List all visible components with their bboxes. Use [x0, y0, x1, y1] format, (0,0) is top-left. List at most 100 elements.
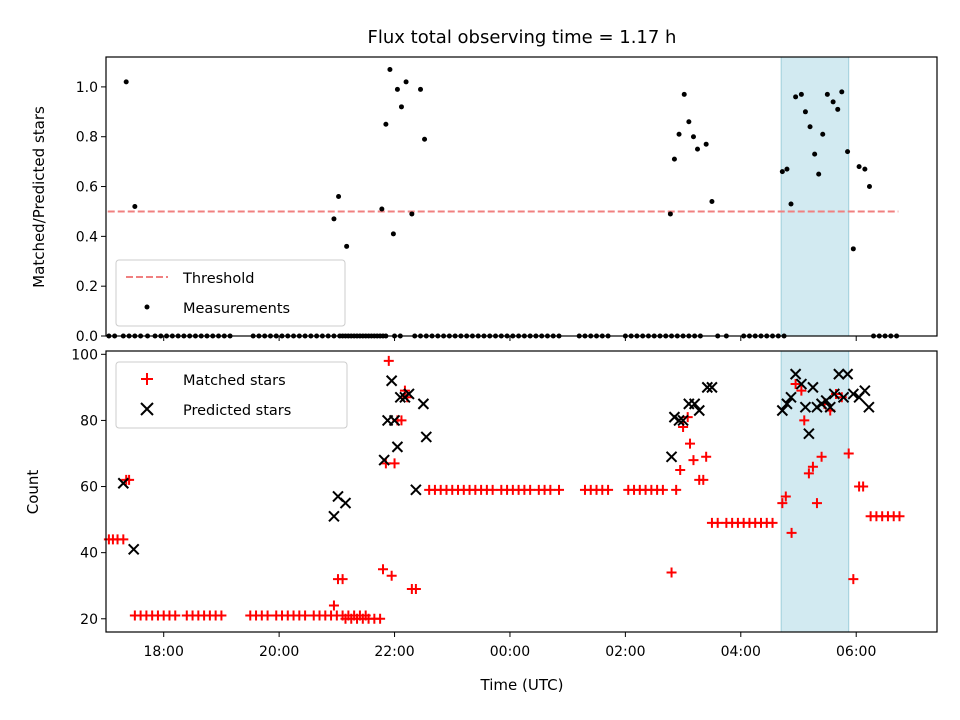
- predicted-star-point: [394, 391, 407, 403]
- measurement-point: [830, 99, 836, 105]
- measurement-point: [835, 106, 841, 112]
- measurement-point: [671, 156, 677, 162]
- matched-star-point: [796, 385, 807, 396]
- matched-star-point: [799, 415, 810, 426]
- top-panel: 0.0 0.2 0.4 0.6 0.8 1.0 Matched/Predicted sta…: [30, 56, 938, 345]
- measurement-point: [132, 203, 138, 209]
- measurement-point: [709, 198, 715, 204]
- bottom-legend-box: [115, 361, 348, 429]
- y-tick-label: 100: [71, 347, 98, 363]
- measurement-point: [383, 121, 389, 127]
- y-tick-label: 0.6: [76, 180, 98, 196]
- predicted-legend-label: Predicted stars: [183, 403, 291, 419]
- predicted-star-point: [701, 381, 714, 394]
- predicted-star-point: [420, 431, 432, 443]
- measurement-point: [807, 124, 813, 130]
- top-legend-box: [115, 259, 346, 327]
- predicted-star-point: [776, 404, 789, 417]
- x-axis-label: Time (UTC): [480, 676, 564, 694]
- y-tick-label: 20: [80, 612, 98, 628]
- matched-star-point: [386, 570, 397, 581]
- matched-star-point: [337, 574, 348, 585]
- matched-star-point: [698, 474, 709, 485]
- predicted-star-point: [837, 391, 850, 403]
- predicted-star-point: [693, 404, 705, 417]
- predicted-star-point: [820, 394, 832, 407]
- matched-star-point: [807, 461, 818, 472]
- measurement-point: [703, 141, 709, 147]
- measurement-point: [839, 89, 845, 95]
- measurements-legend-swatch: [144, 304, 150, 310]
- predicted-legend-swatch: [140, 402, 154, 416]
- top-plot-frame: [105, 56, 938, 337]
- measurement-point: [812, 151, 818, 157]
- measurement-point: [336, 194, 342, 199]
- predicted-star-point: [863, 401, 875, 413]
- matched-star-point: [685, 438, 696, 449]
- predicted-star-point: [803, 427, 815, 440]
- measurement-point: [824, 91, 830, 97]
- bottom-legend: Matched stars Predicted stars: [115, 361, 348, 429]
- matched-star-point: [380, 458, 391, 469]
- predicted-star-point: [378, 454, 390, 466]
- predicted-star-point: [859, 384, 871, 397]
- measurement-point: [784, 166, 790, 172]
- matched-star-point: [843, 448, 854, 459]
- predicted-star-point: [828, 388, 840, 400]
- measurement-point: [816, 171, 822, 177]
- measurement-point: [418, 86, 424, 92]
- measurement-point: [331, 216, 337, 222]
- matched-star-point: [545, 484, 556, 495]
- predicted-star-point: [117, 477, 130, 489]
- y-tick-label: 1.0: [76, 80, 98, 96]
- measurement-point: [676, 131, 682, 137]
- matched-star-point: [262, 610, 273, 621]
- matched-star-point: [554, 484, 565, 495]
- threshold-legend-label: Threshold: [182, 271, 254, 287]
- y-tick-label: 0.0: [76, 329, 98, 345]
- y-tick-label: 60: [80, 480, 98, 496]
- measurement-point: [123, 79, 129, 85]
- predicted-star-point: [795, 378, 808, 390]
- matched-star-point: [328, 600, 339, 611]
- matched-star-point: [300, 610, 311, 621]
- matched-star-point: [118, 534, 129, 545]
- matched-star-point: [780, 491, 791, 502]
- bottom-panel: 20 40 60 80 100 18:00 20:00 22:00 00:00 02:00 04:…: [24, 347, 938, 694]
- chart-title: Flux total observing time = 1.17 h: [368, 27, 677, 48]
- matched-star-point: [378, 564, 388, 575]
- measurement-point: [850, 246, 856, 252]
- bottom-plot-frame: [105, 350, 938, 633]
- predicted-star-point: [665, 451, 678, 463]
- measurement-point: [403, 79, 409, 85]
- x-tick-label: 00:00: [490, 644, 530, 660]
- matched-star-point: [666, 567, 677, 578]
- matched-star-point: [786, 527, 797, 538]
- predicted-star-point: [847, 388, 860, 400]
- y-tick-label: 40: [80, 546, 98, 562]
- matched-star-point: [701, 451, 712, 462]
- measurement-point: [344, 243, 350, 249]
- matched-star-point: [603, 484, 614, 495]
- y-tick-label: 0.8: [76, 130, 98, 146]
- x-tick-label: 04:00: [721, 644, 761, 660]
- measurement-point: [695, 146, 701, 152]
- matched-star-point: [811, 498, 822, 509]
- matched-star-point: [858, 481, 869, 492]
- matched-star-point: [396, 415, 407, 426]
- measurement-point: [690, 134, 696, 140]
- predicted-star-point: [688, 398, 701, 410]
- matched-star-point: [790, 379, 801, 390]
- matched-star-point: [216, 610, 227, 621]
- predicted-star-point: [127, 543, 140, 556]
- matched-star-point: [487, 484, 498, 495]
- predicted-star-point: [339, 497, 352, 509]
- x-tick-label: 22:00: [374, 644, 414, 660]
- measurement-point: [394, 86, 400, 92]
- y-tick-label: 0.4: [76, 229, 98, 245]
- matched-star-point: [712, 517, 723, 528]
- matched-star-point: [848, 574, 859, 585]
- matched-star-point: [410, 584, 421, 595]
- y-tick-label: 0.2: [76, 279, 98, 295]
